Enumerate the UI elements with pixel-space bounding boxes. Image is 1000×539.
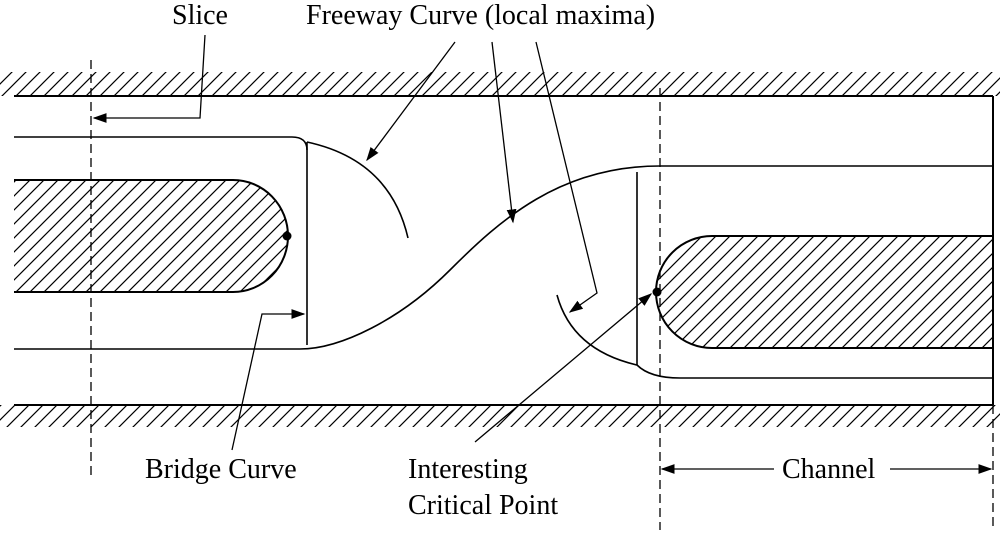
bridge-leader	[231, 309, 306, 451]
freeway-arc-lower	[556, 294, 638, 366]
lower-right-path	[636, 364, 993, 379]
bridge-curve-label: Bridge Curve	[145, 454, 297, 485]
freeway-curve-label: Freeway Curve (local maxima)	[306, 0, 655, 31]
slice-label: Slice	[172, 0, 228, 31]
critical-point-right	[652, 287, 662, 297]
freeway-leader-1	[366, 41, 456, 162]
interesting-critical-point-label-line2: Critical Point	[408, 490, 558, 521]
freeway-leader-3	[535, 41, 598, 313]
freeway-arc-upper	[306, 141, 409, 239]
top-wall	[0, 72, 1000, 97]
slice-leader	[92, 34, 206, 123]
left-obstacle	[14, 179, 289, 293]
interesting-critical-point-label-line1: Interesting	[408, 454, 528, 485]
right-obstacle	[655, 235, 993, 349]
freeway-s-curve	[14, 165, 993, 350]
critical-point-leader	[474, 293, 653, 443]
bottom-wall	[0, 404, 1000, 427]
freeway-leader-2	[491, 41, 517, 224]
channel-label: Channel	[782, 454, 876, 485]
critical-point-left	[282, 231, 292, 241]
upper-left-path	[14, 136, 308, 151]
